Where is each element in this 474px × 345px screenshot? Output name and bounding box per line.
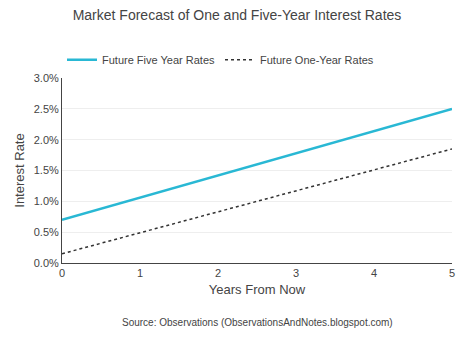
svg-text:Interest Rate: Interest Rate xyxy=(12,133,27,207)
svg-text:3.0%: 3.0% xyxy=(34,72,59,84)
svg-text:2.5%: 2.5% xyxy=(34,103,59,115)
svg-text:0: 0 xyxy=(59,267,65,279)
svg-text:1: 1 xyxy=(137,267,143,279)
svg-text:2: 2 xyxy=(215,267,221,279)
svg-text:2.0%: 2.0% xyxy=(34,134,59,146)
svg-text:0.5%: 0.5% xyxy=(34,226,59,238)
svg-text:Future Five Year Rates: Future Five Year Rates xyxy=(102,54,215,66)
svg-text:Future One-Year Rates: Future One-Year Rates xyxy=(260,54,374,66)
svg-text:1.5%: 1.5% xyxy=(34,164,59,176)
svg-text:5: 5 xyxy=(449,267,455,279)
svg-text:3: 3 xyxy=(293,267,299,279)
svg-text:Years From Now: Years From Now xyxy=(209,282,306,297)
svg-text:0.0%: 0.0% xyxy=(34,257,59,269)
svg-text:Market Forecast of One and Fiv: Market Forecast of One and Five-Year Int… xyxy=(73,7,402,23)
svg-text:1.0%: 1.0% xyxy=(34,195,59,207)
svg-text:4: 4 xyxy=(371,267,377,279)
svg-text:Source: Observations (Observat: Source: Observations (ObservationsAndNot… xyxy=(122,317,393,328)
